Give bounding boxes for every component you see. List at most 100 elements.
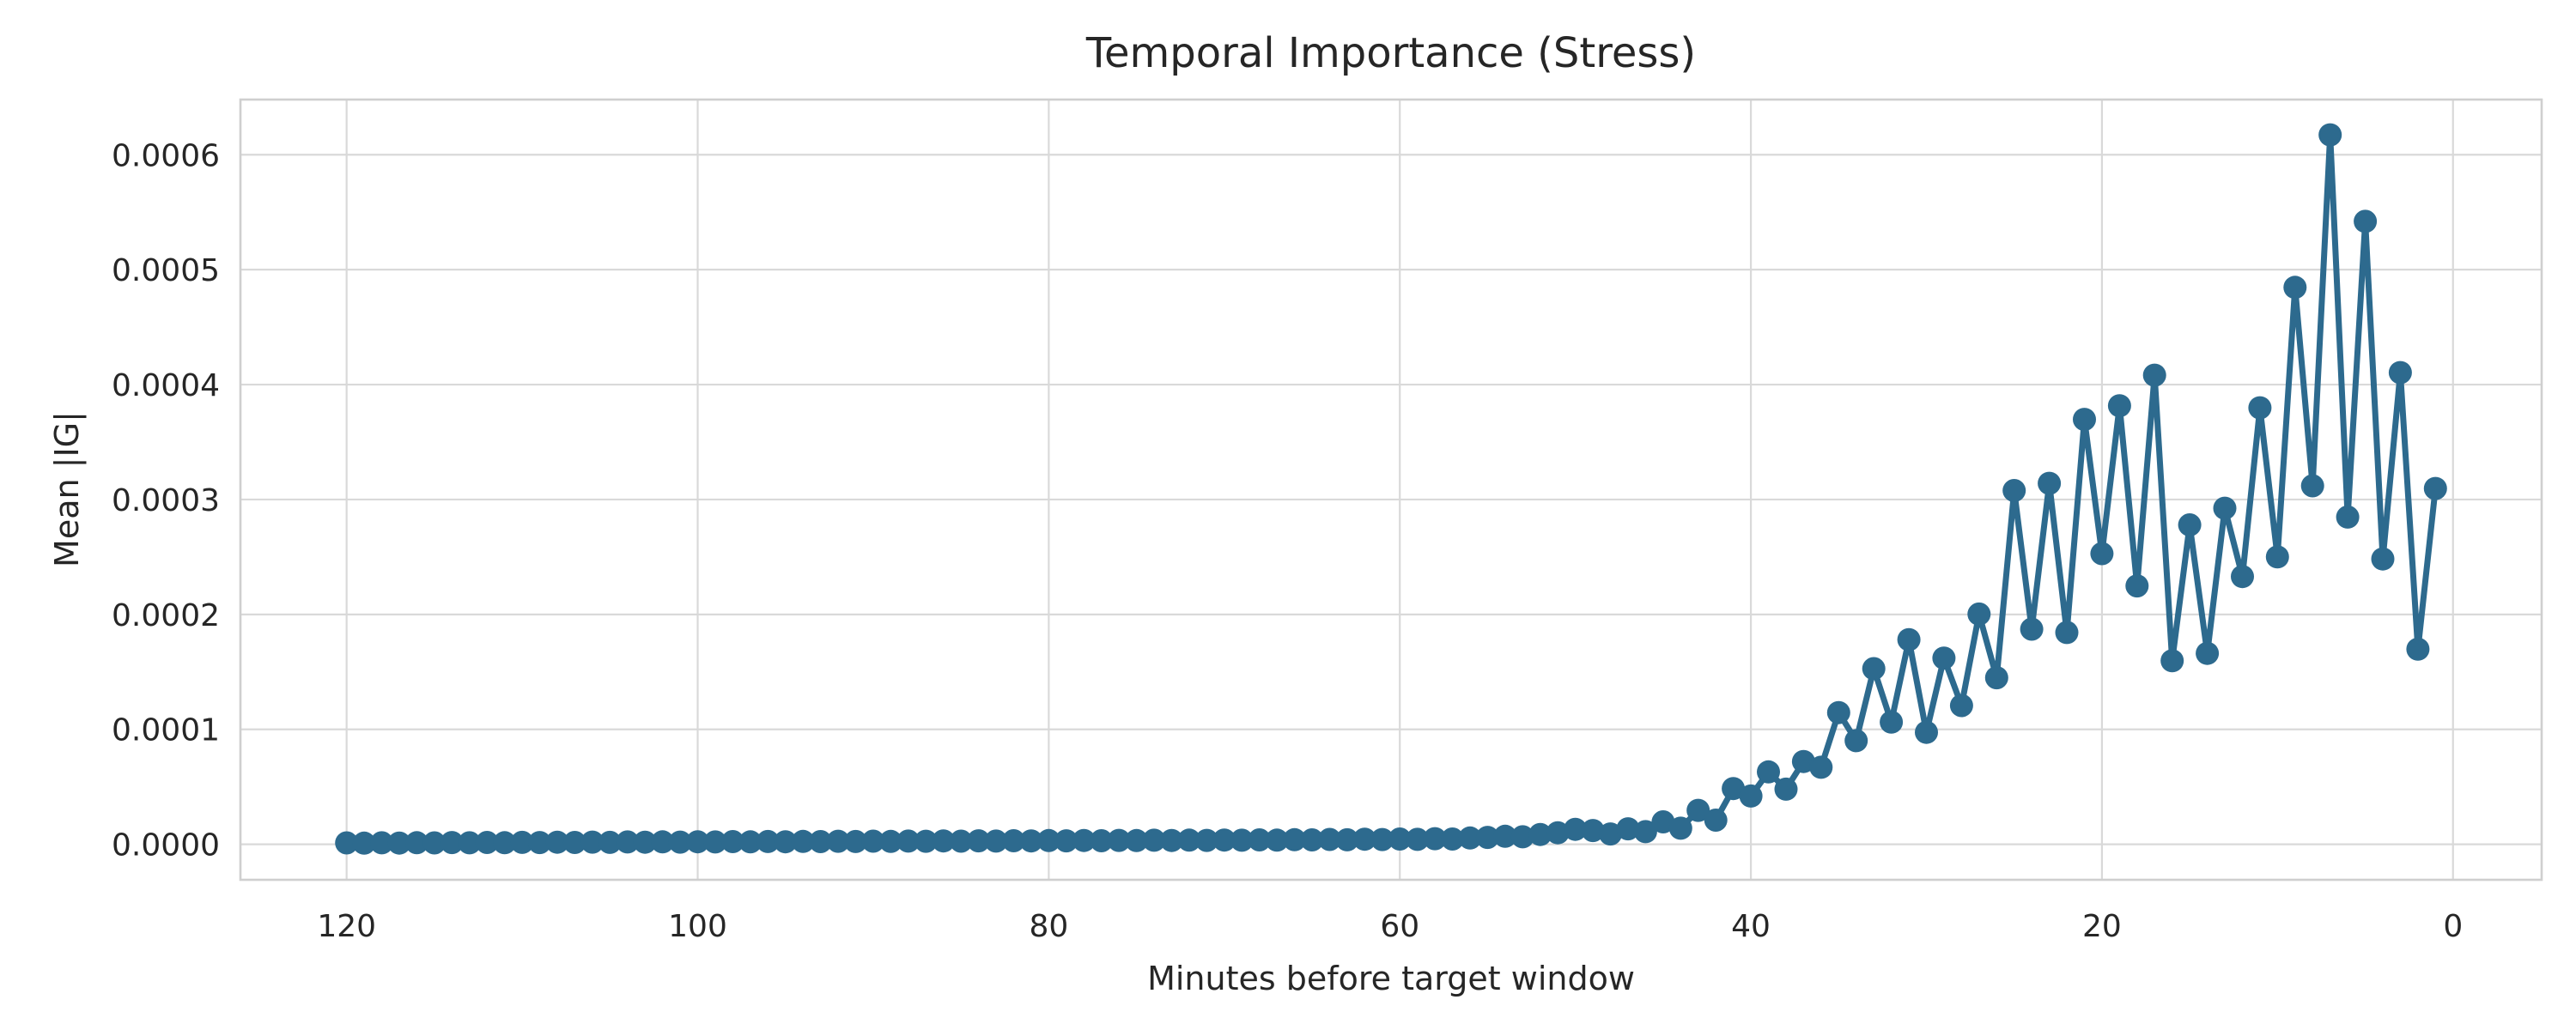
x-tick-labels: 120 100 80 60 40 20 0 [317, 909, 2463, 944]
x-axis-title: Minutes before target window [1147, 960, 1635, 997]
data-point [1668, 816, 1692, 840]
data-point [1686, 798, 1710, 822]
y-tick-label: 0.0000 [112, 828, 220, 863]
data-point [1633, 820, 1657, 844]
x-tick-label: 0 [2443, 909, 2463, 944]
data-point [458, 831, 482, 855]
data-point [1528, 822, 1552, 846]
data-point [1054, 829, 1078, 853]
data-point [1212, 828, 1236, 852]
data-point [387, 831, 411, 855]
data-point [1036, 828, 1060, 852]
data-point [2300, 474, 2324, 498]
data-point [1616, 817, 1640, 841]
data-point [1510, 825, 1534, 849]
data-point [1019, 829, 1043, 853]
data-point [2248, 396, 2272, 420]
y-tick-labels: 0.0000 0.0001 0.0002 0.0003 0.0004 0.0005 0.00… [112, 138, 220, 863]
data-point [1897, 627, 1921, 651]
data-point [896, 829, 920, 853]
data-point [791, 829, 815, 853]
data-point [2231, 565, 2254, 589]
data-point [2055, 621, 2079, 645]
data-point [1160, 828, 1183, 852]
data-point [1090, 829, 1114, 852]
data-point [2423, 476, 2447, 500]
data-point [651, 830, 675, 854]
data-point [967, 829, 991, 853]
data-point [914, 829, 938, 853]
data-point [422, 831, 447, 855]
data-point [809, 830, 833, 853]
data-point [1880, 710, 1904, 734]
data-point [493, 831, 517, 855]
data-point [1967, 602, 1991, 626]
data-point [2371, 547, 2395, 571]
data-point [1002, 829, 1025, 852]
x-tick-label: 60 [1380, 909, 1419, 944]
data-point [756, 829, 780, 853]
data-point [774, 830, 798, 854]
data-point [1335, 827, 1359, 851]
data-point [1283, 827, 1307, 851]
x-tick-label: 20 [2082, 909, 2122, 944]
data-point [2160, 649, 2184, 673]
data-point [1194, 828, 1218, 852]
data-point [1862, 657, 1886, 681]
data-point [2388, 360, 2412, 385]
data-point [1406, 827, 1430, 851]
y-tick-label: 0.0001 [112, 713, 220, 748]
data-point [2265, 545, 2289, 569]
x-tick-label: 120 [317, 909, 376, 944]
data-point [1949, 694, 1973, 718]
chart-title: Temporal Importance (Stress) [1085, 29, 1697, 77]
data-point [1352, 827, 1376, 851]
data-point [738, 830, 762, 854]
data-point [2318, 123, 2342, 147]
data-point [1932, 646, 1956, 670]
data-point [1072, 828, 1096, 852]
data-point [1581, 819, 1605, 843]
data-point [2406, 637, 2430, 661]
data-point [1318, 827, 1341, 851]
data-point [1388, 827, 1412, 851]
x-tick-label: 40 [1731, 909, 1771, 944]
data-point [475, 831, 499, 854]
data-point [2354, 209, 2378, 233]
series-markers [335, 123, 2447, 855]
data-point [1265, 828, 1289, 852]
data-point [1177, 828, 1201, 852]
data-point [2020, 617, 2044, 641]
data-point [668, 830, 692, 854]
data-point [1564, 817, 1588, 841]
data-point [932, 829, 956, 853]
data-point [1475, 826, 1499, 850]
data-point [404, 831, 428, 855]
x-tick-label: 100 [668, 909, 727, 944]
data-point [1704, 809, 1728, 832]
data-point [1248, 828, 1272, 851]
data-point [2336, 505, 2360, 529]
data-point [1809, 755, 1833, 779]
data-point [720, 830, 744, 853]
data-point [1984, 666, 2008, 690]
data-point [510, 830, 534, 854]
data-point [878, 829, 902, 853]
data-point [1722, 777, 1746, 801]
y-axis-title: Mean |IG| [48, 411, 86, 567]
data-point [1774, 777, 1798, 801]
y-tick-label: 0.0003 [112, 483, 220, 518]
data-point [1915, 720, 1938, 744]
data-point [1441, 827, 1464, 851]
data-point [2283, 276, 2307, 300]
data-point [2073, 408, 2096, 432]
data-point [1107, 828, 1131, 852]
data-point [984, 829, 1008, 853]
data-point [528, 831, 551, 855]
data-point [1844, 729, 1868, 753]
data-point [1757, 760, 1780, 784]
data-point [1826, 700, 1850, 724]
data-point [1142, 828, 1166, 852]
data-point [352, 831, 376, 855]
